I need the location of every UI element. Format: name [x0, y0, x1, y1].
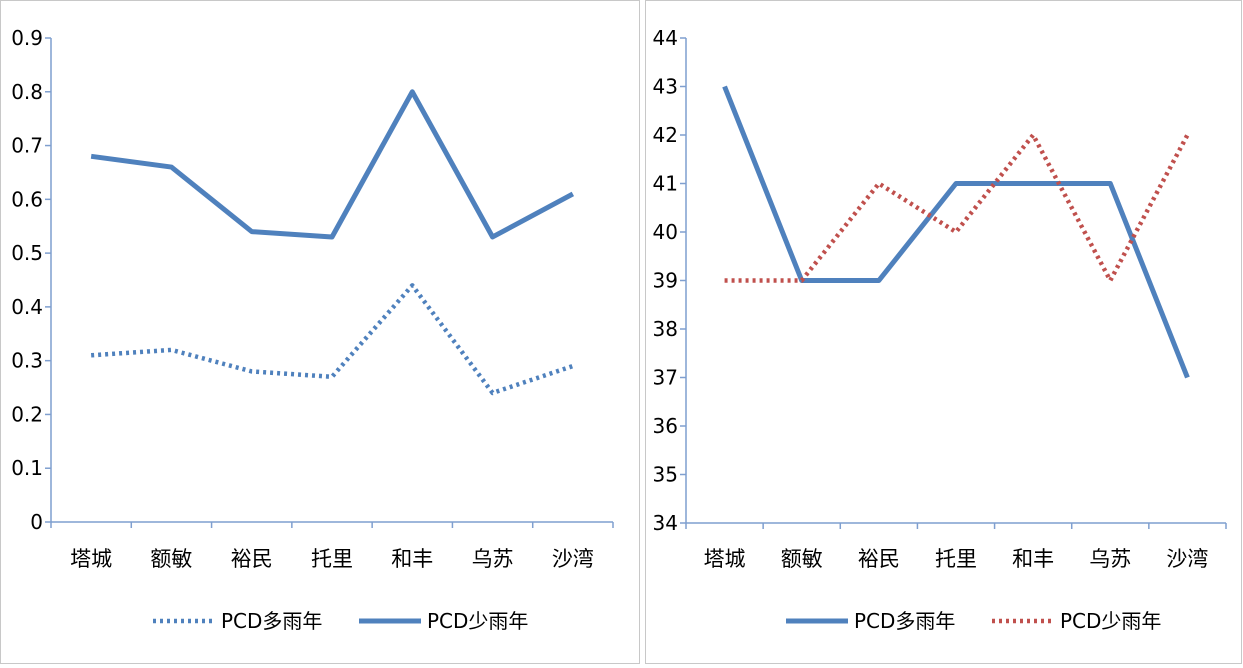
right-chart-panel: 34 35 36 37 38 39 40 41 42 43 44 塔城 额敏 裕民 托里 和丰 乌苏 沙湾 PCD多…: [645, 0, 1242, 664]
y-tick-label: 34: [653, 511, 678, 535]
x-category-label: 沙湾: [1166, 547, 1208, 571]
series-1-point: [956, 232, 957, 233]
series-1-point: [878, 183, 879, 184]
y-tick-label: 43: [653, 75, 678, 99]
y-tick-label: 0.2: [11, 402, 43, 426]
x-category-label: 裕民: [858, 547, 900, 571]
y-tick-label: 39: [653, 269, 678, 293]
y-tick-label: 40: [653, 220, 678, 244]
x-category-label: 塔城: [70, 547, 112, 571]
series-line-1: [90, 89, 575, 240]
y-tick-label: 37: [653, 366, 678, 390]
series-line-0: [90, 283, 574, 396]
series-0-point: [1110, 183, 1111, 184]
series-0-point: [878, 280, 879, 281]
series-0-point: [724, 86, 725, 87]
series-1-point: [91, 156, 92, 157]
series-0-point: [1187, 377, 1188, 378]
series-0-point: [956, 183, 957, 184]
x-category-label: 额敏: [150, 547, 192, 571]
x-category-label: 额敏: [781, 547, 823, 571]
series-1-point: [492, 236, 493, 237]
series-0-point: [412, 285, 413, 286]
y-tick-label: 35: [653, 463, 678, 487]
y-tick-label: 0.5: [11, 241, 43, 265]
series-1-point: [1033, 135, 1034, 136]
series-1-point: [412, 91, 413, 92]
series-1-point: [332, 236, 333, 237]
x-category-label: 乌苏: [472, 547, 514, 571]
y-tick-label: 38: [653, 317, 678, 341]
x-category-label: 塔城: [704, 547, 746, 571]
y-tick-label: 0.3: [11, 349, 43, 373]
series-0-point: [572, 366, 573, 367]
y-tick-label: 0.1: [11, 456, 43, 480]
series-1-point: [1110, 280, 1111, 281]
series-0-point: [332, 376, 333, 377]
series-1-point: [171, 167, 172, 168]
y-tick-label: 0.6: [11, 187, 43, 211]
y-tick-label: 42: [653, 123, 678, 147]
series-1-point: [1187, 135, 1188, 136]
y-tick-label: 0.8: [11, 80, 43, 104]
legend-label: PCD少雨年: [427, 609, 528, 633]
x-category-label: 沙湾: [552, 547, 594, 571]
legend-label: PCD少雨年: [1060, 609, 1161, 633]
left-line-chart: 0 0.1 0.2 0.3 0.4 0.5 0.6 0.7 0.8 0.9 塔城 额敏 裕民 托里 和丰 乌苏…: [11, 26, 614, 633]
x-category-label: 裕民: [231, 547, 273, 571]
series-0-point: [91, 355, 92, 356]
x-category-label: 托里: [311, 547, 353, 571]
x-category-label: 托里: [935, 547, 977, 571]
x-category-label: 和丰: [391, 547, 433, 571]
y-tick-label: 0: [30, 510, 43, 534]
y-tick-label: 44: [653, 26, 678, 50]
legend-label: PCD多雨年: [221, 609, 322, 633]
series-1-point: [572, 193, 573, 194]
y-tick-label: 0.4: [11, 295, 43, 319]
series-0-point: [171, 349, 172, 350]
y-tick-label: 0.9: [11, 26, 43, 50]
legend-label: PCD多雨年: [854, 609, 955, 633]
series-1-point: [724, 280, 725, 281]
series-line-1: [724, 132, 1190, 283]
series-0-point: [1033, 183, 1034, 184]
series-1-point: [251, 231, 252, 232]
x-category-label: 和丰: [1012, 547, 1054, 571]
left-chart-panel: 0 0.1 0.2 0.3 0.4 0.5 0.6 0.7 0.8 0.9 塔城 额敏 裕民 托里 和丰 乌苏…: [0, 0, 640, 664]
y-tick-label: 36: [653, 414, 678, 438]
series-0-point: [492, 392, 493, 393]
y-tick-label: 41: [653, 172, 678, 196]
series-1-point: [801, 280, 802, 281]
series-0-point: [251, 371, 252, 372]
x-category-label: 乌苏: [1089, 547, 1131, 571]
y-tick-label: 0.7: [11, 134, 43, 158]
right-line-chart: 34 35 36 37 38 39 40 41 42 43 44 塔城 额敏 裕民 托里 和丰 乌苏 沙湾 PCD多…: [653, 26, 1227, 633]
